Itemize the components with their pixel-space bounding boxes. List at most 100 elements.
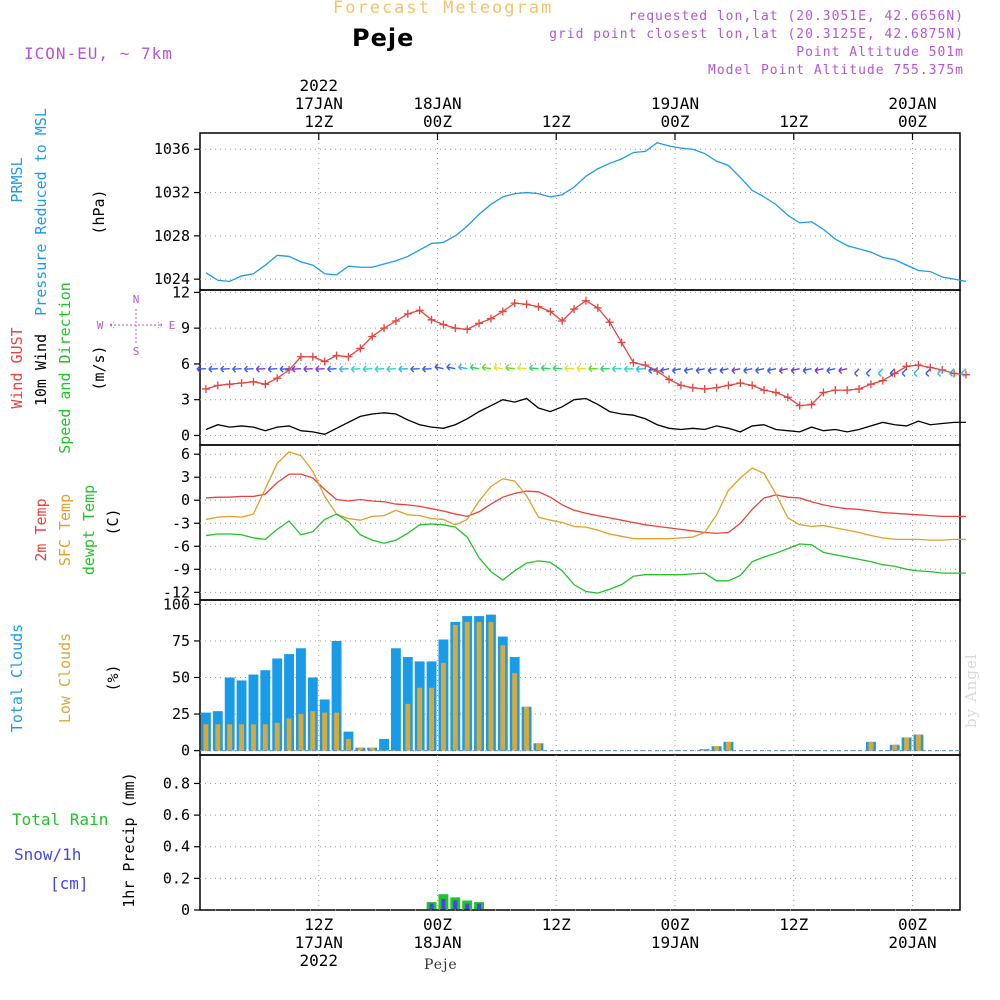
wind-gust-marker [593, 303, 602, 312]
wind-gust-marker [629, 358, 638, 367]
wind-gust-marker [605, 318, 614, 327]
wind-direction-arrow [600, 365, 610, 373]
precip-label-snow: Snow/1h [14, 845, 81, 864]
temp-label-unit: (C) [104, 508, 122, 535]
wind-direction-arrow [814, 367, 824, 375]
wind-direction-arrow [588, 365, 598, 373]
low-cloud-bar [405, 703, 411, 751]
low-cloud-bar [215, 724, 221, 751]
low-cloud-bar [904, 737, 910, 751]
wind-gust-marker [273, 374, 282, 383]
wind-direction-arrow [232, 365, 242, 373]
wind-direction-arrow [386, 365, 396, 373]
wind-gust-marker [486, 314, 495, 323]
wind-gust-marker [296, 352, 305, 361]
point-altitude: Point Altitude 501m [796, 45, 964, 60]
compass-arrows [109, 309, 163, 345]
temperature-ytick-label: -6 [172, 537, 190, 555]
wind-direction-arrow [790, 367, 800, 375]
wind-gust-marker [866, 380, 875, 389]
wind-direction-arrow [960, 368, 967, 377]
grid-point-coords: grid point closest lon,lat (20.3125E, 42… [549, 27, 964, 42]
wind-gust-marker [914, 361, 923, 370]
temperature-ytick-label: -12 [163, 583, 190, 601]
low-cloud-bar [227, 724, 233, 751]
wind-direction-arrow [889, 368, 896, 377]
low-cloud-bar [369, 747, 375, 751]
wind-gust-marker [641, 361, 650, 370]
wind-gust-marker [237, 379, 246, 387]
wind-gust-marker [736, 379, 745, 387]
wind-gust-marker [938, 365, 947, 374]
pressure-ytick-label: 1024 [154, 270, 190, 288]
wind-gust-marker [475, 319, 484, 328]
wind-gust-marker [700, 384, 709, 393]
low-cloud-bar [357, 747, 363, 751]
wind-panel-frame [199, 289, 961, 446]
clouds-ytick-label: 100 [163, 595, 190, 613]
pressure-label-prmsl: PRMSL [8, 157, 26, 202]
wind-direction-arrow [291, 365, 301, 373]
wind-direction-arrow [350, 365, 361, 373]
low-cloud-bar [262, 724, 268, 751]
snow-bar [465, 903, 470, 910]
wind-direction-arrow [826, 367, 836, 375]
wind-gust-marker [213, 381, 222, 390]
pressure-label-unit: (hPa) [90, 189, 108, 234]
compass-s-label: S [133, 345, 140, 358]
low-cloud-bar [868, 741, 874, 751]
pressure-series-line-0 [205, 142, 967, 283]
wind-direction-arrow [755, 367, 765, 375]
chart-title: Forecast Meteogram [333, 0, 554, 18]
low-cloud-bar [535, 743, 541, 751]
wind-gust-marker [415, 306, 424, 315]
wind-direction-arrow [552, 364, 563, 372]
wind-label-gust: Wind GUST [8, 327, 26, 408]
wind-direction-arrow [220, 365, 230, 373]
low-cloud-bar [500, 645, 506, 751]
total-cloud-bar [391, 648, 401, 751]
low-cloud-bar [250, 724, 256, 751]
wind-gust-marker [676, 381, 685, 390]
wind-label-10m: 10m Wind [32, 334, 50, 406]
wind-gust-marker [712, 383, 721, 392]
wind-direction-arrow [327, 365, 337, 373]
clouds-ytick-label: 25 [172, 705, 190, 723]
top-time-label: 20JAN [888, 94, 936, 113]
wind-direction-arrow [913, 368, 919, 377]
low-cloud-bar [310, 711, 316, 751]
total-cloud-bar [284, 654, 294, 751]
bottom-time-label: 12Z [542, 915, 571, 934]
model-altitude: Model Point Altitude 755.375m [708, 63, 964, 78]
wind-direction-arrow [374, 365, 385, 373]
wind-label-speed: Speed and Direction [56, 282, 74, 454]
low-cloud-bar [725, 741, 731, 751]
low-cloud-bar [334, 712, 340, 751]
top-time-label: 18JAN [413, 94, 461, 113]
top-time-label: 12Z [304, 112, 333, 131]
precip-label-cm: [cm] [50, 874, 89, 893]
wind-gust-marker [522, 300, 531, 309]
bottom-time-label: 12Z [779, 915, 808, 934]
wind-direction-arrow [517, 364, 527, 372]
bottom-time-label: 19JAN [651, 933, 699, 952]
temperature-series-line-0 [205, 473, 966, 534]
wind-gust-marker [261, 380, 270, 389]
wind-gust-marker [926, 363, 935, 372]
wind-gust-marker [843, 386, 852, 395]
wind-gust-marker [724, 381, 733, 390]
temperature-ytick-label: 3 [181, 468, 190, 486]
wind-gust-marker [380, 324, 389, 333]
wind-gust-marker [249, 377, 258, 386]
wind-ytick-label: 6 [181, 355, 190, 373]
wind-direction-arrow [434, 363, 444, 371]
compass-n-label: N [133, 293, 140, 306]
station-name: Peje [352, 24, 415, 52]
wind-direction-arrow [766, 367, 777, 375]
wind-ytick-label: 3 [181, 391, 190, 409]
wind-direction-arrow [255, 365, 266, 373]
wind-direction-arrow [854, 368, 860, 377]
wind-gust-marker [427, 315, 436, 324]
wind-gust-marker [344, 352, 353, 361]
snow-bar [429, 903, 434, 910]
